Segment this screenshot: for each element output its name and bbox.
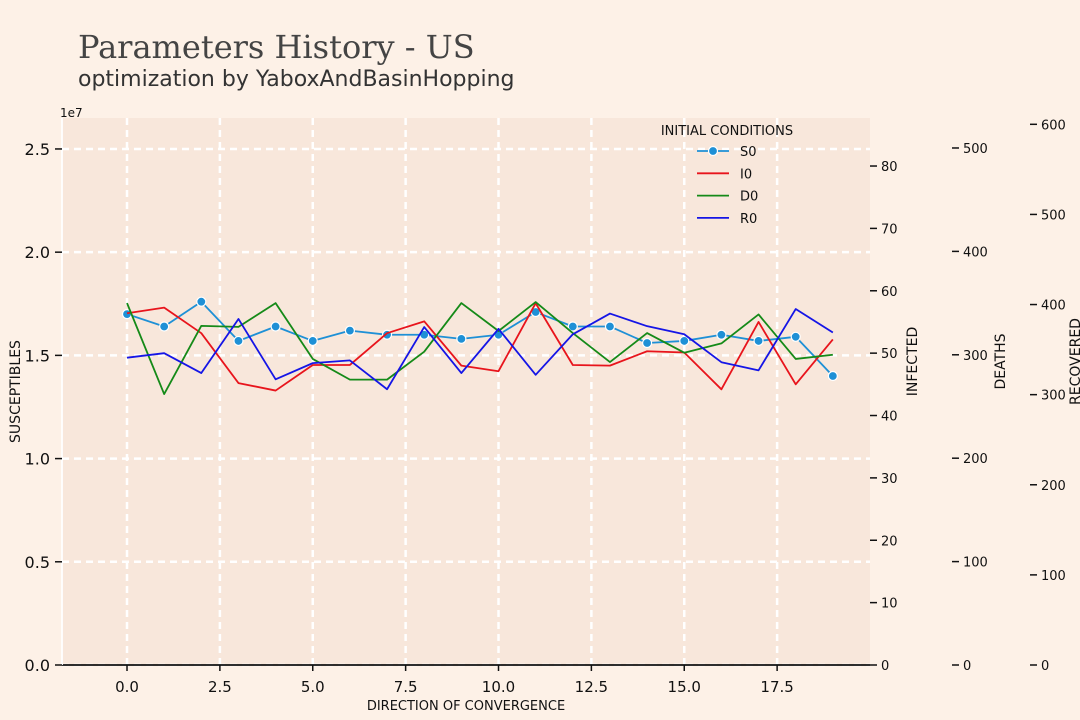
legend-marker-s0 (707, 145, 719, 157)
y-tick-label-infected-4: 40 (881, 410, 898, 425)
x-tick-label-3: 7.5 (394, 678, 418, 696)
y-axis-label-susceptibles: SUSCEPTIBLES (8, 340, 24, 443)
y-tick-label-infected-7: 70 (881, 222, 898, 237)
series-point-s0-9 (456, 333, 467, 344)
y-tick-label-susceptibles-0: 0.0 (25, 656, 50, 675)
series-point-s0-16 (716, 329, 727, 340)
x-tick-label-4: 10.0 (482, 678, 515, 696)
y-tick-label-infected-0: 0 (881, 659, 889, 674)
y-tick-label-deaths-0: 0 (963, 659, 971, 674)
y-tick-label-deaths-3: 300 (963, 349, 988, 364)
y-tick-label-infected-1: 10 (881, 597, 898, 612)
legend-label-i0: I0 (740, 167, 752, 182)
series-point-s0-5 (307, 335, 318, 347)
y-axis-label-recovered: RECOVERED (1068, 318, 1080, 405)
x-tick-label-2: 5.0 (301, 678, 325, 696)
y-tick-label-deaths-1: 100 (963, 556, 988, 571)
chart-title: Parameters History - US (78, 28, 475, 66)
y-tick-label-susceptibles-4: 2.0 (25, 243, 50, 262)
series-line-s0 (126, 300, 834, 377)
series-point-s0-6 (344, 325, 356, 336)
x-tick-label-0: 0.0 (115, 678, 139, 696)
x-tick-label-1: 2.5 (208, 678, 232, 696)
y-tick-label-recovered-5: 500 (1041, 208, 1066, 223)
legend-title: INITIAL CONDITIONS (661, 124, 793, 139)
y-tick-label-recovered-2: 200 (1041, 479, 1066, 494)
series-point-s0-4 (270, 321, 281, 332)
x-tick-label-7: 17.5 (760, 678, 793, 696)
y-tick-label-recovered-1: 100 (1041, 569, 1066, 584)
y-tick-label-susceptibles-2: 1.0 (25, 450, 50, 469)
series-point-s0-13 (604, 321, 616, 332)
series-line-d0 (126, 301, 833, 395)
y-tick-label-infected-2: 20 (881, 534, 898, 549)
y-tick-label-deaths-4: 400 (963, 245, 988, 260)
x-axis-label: DIRECTION OF CONVERGENCE (367, 699, 565, 714)
y-tick-label-susceptibles-5: 2.5 (25, 140, 50, 159)
y-tick-label-deaths-5: 500 (963, 142, 988, 157)
y-tick-label-recovered-3: 300 (1041, 389, 1066, 404)
y-tick-label-infected-3: 30 (881, 472, 898, 487)
y-tick-label-susceptibles-1: 0.5 (25, 553, 50, 572)
y-tick-label-susceptibles-3: 1.5 (25, 346, 50, 365)
legend-label-r0: R0 (740, 212, 757, 227)
y-tick-label-deaths-2: 200 (963, 452, 988, 467)
y-axis-label-infected: INFECTED (905, 327, 921, 396)
y-tick-label-infected-6: 60 (881, 285, 898, 300)
series-point-s0-15 (679, 335, 690, 347)
series-point-s0-3 (233, 335, 244, 347)
series-line-i0 (126, 302, 834, 392)
series-point-s0-2 (196, 296, 207, 307)
y-tick-label-recovered-6: 600 (1041, 118, 1066, 133)
plot-area: 0.0 2.5 5.0 7.5 10.0 12.5 15.0 17.5 DIRECTION OF… (8, 106, 1080, 714)
legend-label-d0: D0 (740, 190, 758, 205)
chart-subtitle: optimization by YaboxAndBasinHopping (78, 67, 515, 92)
series-point-s0-12 (567, 321, 578, 332)
y-tick-label-recovered-0: 0 (1041, 659, 1049, 674)
x-tick-label-6: 15.0 (668, 678, 701, 696)
y-tick-label-infected-5: 50 (881, 347, 898, 362)
y-tick-label-infected-8: 80 (881, 160, 898, 175)
plot-background (62, 118, 870, 665)
y-axis-offset-text: 1e7 (60, 106, 83, 120)
y-tick-label-recovered-4: 400 (1041, 299, 1066, 314)
legend-label-s0: S0 (740, 145, 757, 160)
x-tick-label-5: 12.5 (575, 678, 608, 696)
series-point-s0-14 (642, 337, 653, 349)
series-line-r0 (126, 308, 834, 391)
series-point-s0-19 (827, 370, 838, 382)
series-point-s0-1 (159, 321, 170, 332)
series-point-s0-18 (790, 331, 801, 342)
y-axis-label-deaths: DEATHS (993, 333, 1009, 389)
series-point-s0-17 (753, 335, 764, 347)
